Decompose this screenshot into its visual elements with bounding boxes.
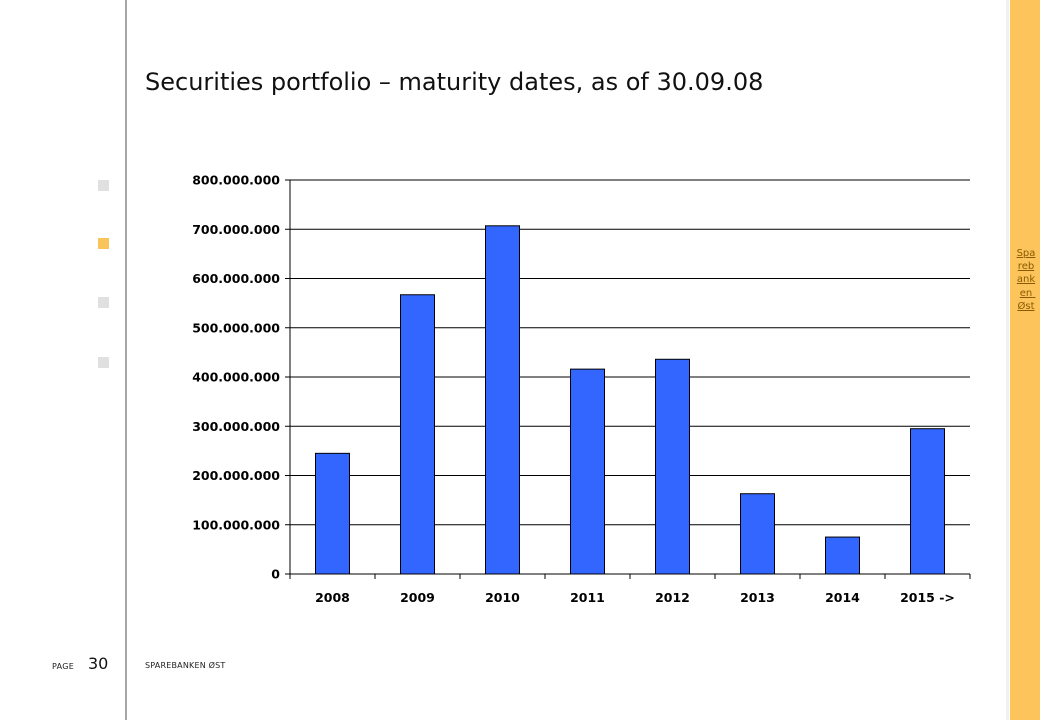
y-tick-label: 500.000.000 [192,320,280,335]
x-tick-label: 2015 -> [900,590,955,605]
right-brand-band [1010,0,1040,720]
page-title: Securities portfolio – maturity dates, a… [145,68,764,96]
y-tick-label: 100.000.000 [192,517,280,532]
right-band-edge [1006,0,1009,720]
y-tick-label: 400.000.000 [192,370,280,385]
bar-2011 [570,368,605,575]
bar-2012 [655,358,690,575]
x-tick-label: 2010 [485,590,520,605]
x-tick-label: 2013 [740,590,775,605]
bar-2014 [825,536,860,575]
x-tick-label: 2012 [655,590,690,605]
left-divider [125,0,127,720]
y-tick-label: 800.000.000 [192,173,280,188]
bar-2009 [400,294,435,575]
y-tick-label: 300.000.000 [192,419,280,434]
gridlines [290,179,970,526]
nav-square-4 [98,357,109,368]
nav-square-3 [98,297,109,308]
x-tick-label: 2011 [570,590,605,605]
x-tick-label: 2014 [825,590,860,605]
bar-2015 [910,428,945,575]
bar-2008 [315,452,350,575]
x-tick-label: 2009 [400,590,435,605]
bars [315,225,945,575]
page-label: PAGE [52,662,75,671]
page-number: 30 [88,654,109,673]
bar-2013 [740,493,775,575]
y-tick-label: 0 [271,567,280,582]
nav-square-1 [98,180,109,191]
tick-labels: 0 100.000.000 200.000.000 300.000.000 400.00… [192,173,955,606]
y-tick-label: 200.000.000 [192,468,280,483]
nav-square-2 [98,238,109,249]
x-tick-label: 2008 [315,590,350,605]
axes [285,179,971,579]
bar-2010 [485,225,520,575]
side-brand-link[interactable]: Sparebanken Øst [1016,248,1036,312]
footer-organization: SPAREBANKEN ØST [145,661,226,670]
y-tick-label: 700.000.000 [192,222,280,237]
y-tick-label: 600.000.000 [192,271,280,286]
